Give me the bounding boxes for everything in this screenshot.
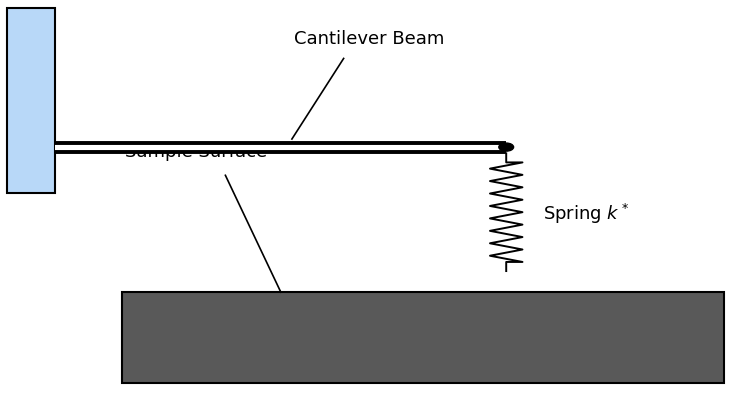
Text: Sample Surface: Sample Surface bbox=[125, 143, 267, 161]
Bar bbox=[7, 8, 55, 193]
Circle shape bbox=[499, 143, 514, 151]
Bar bbox=[122, 292, 724, 383]
Text: Spring $k^*$: Spring $k^*$ bbox=[543, 202, 629, 226]
Text: Cantilever Beam: Cantilever Beam bbox=[294, 30, 445, 48]
Bar bbox=[55, 143, 506, 152]
